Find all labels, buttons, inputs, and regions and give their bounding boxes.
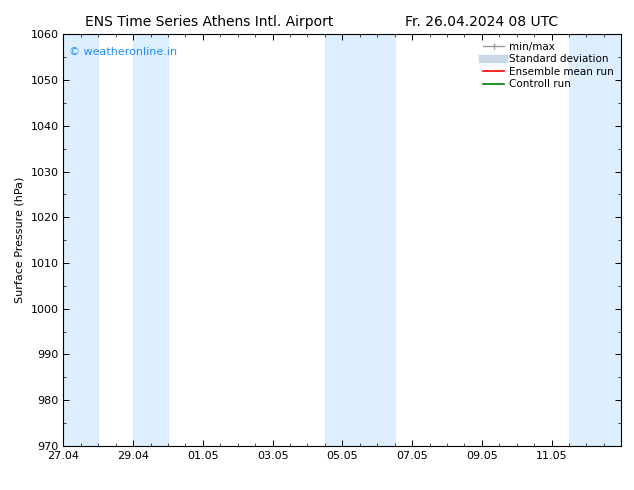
Text: Fr. 26.04.2024 08 UTC: Fr. 26.04.2024 08 UTC xyxy=(405,15,559,29)
Bar xyxy=(325,34,394,446)
Text: ENS Time Series Athens Intl. Airport: ENS Time Series Athens Intl. Airport xyxy=(85,15,333,29)
Bar xyxy=(133,34,168,446)
Bar xyxy=(63,34,98,446)
Text: © weatheronline.in: © weatheronline.in xyxy=(69,47,177,57)
Legend: min/max, Standard deviation, Ensemble mean run, Controll run: min/max, Standard deviation, Ensemble me… xyxy=(481,40,616,92)
Bar xyxy=(569,34,621,446)
Y-axis label: Surface Pressure (hPa): Surface Pressure (hPa) xyxy=(15,177,25,303)
